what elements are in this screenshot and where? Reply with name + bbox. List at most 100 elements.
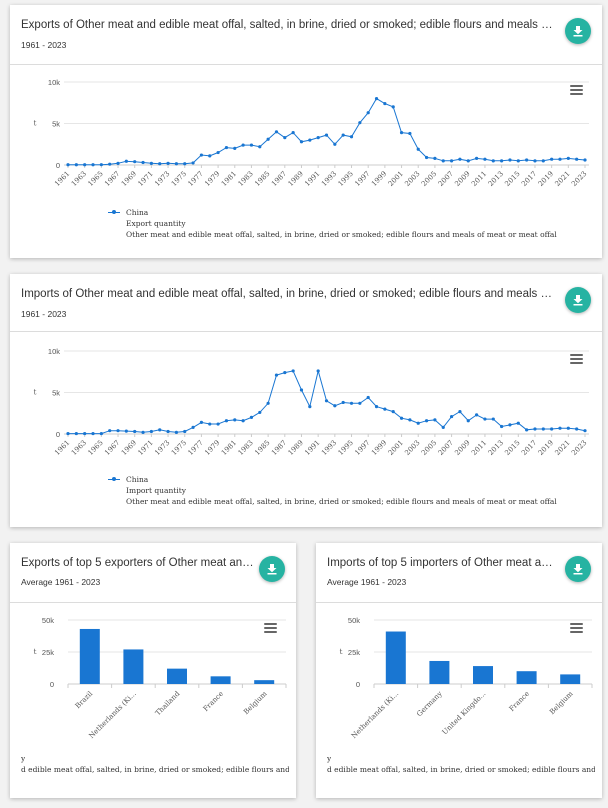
hamburger-menu-icon[interactable] — [570, 623, 583, 633]
x-tick-label: 1987 — [270, 439, 288, 457]
x-tick-label: 2003 — [403, 170, 421, 188]
x-tick-label: 1985 — [253, 170, 271, 188]
y-tick-label: 0 — [56, 161, 60, 170]
top-importers-card: Imports of top 5 importers of Other meat… — [316, 543, 602, 798]
data-point — [116, 429, 120, 433]
y-axis-label: t — [340, 648, 343, 656]
x-tick-label: 1973 — [153, 170, 171, 188]
data-point — [141, 430, 145, 434]
data-point — [66, 163, 70, 167]
data-point — [383, 407, 387, 411]
y-tick-label: 25k — [42, 648, 54, 657]
download-button[interactable] — [259, 556, 285, 582]
data-point — [233, 418, 237, 422]
y-tick-label: 50k — [348, 616, 360, 625]
data-point — [575, 427, 579, 431]
data-point — [583, 158, 587, 162]
x-tick-label: 1993 — [320, 170, 338, 188]
data-point — [533, 427, 537, 431]
y-tick-label: 25k — [348, 648, 360, 657]
x-tick-label: Belgium — [548, 690, 575, 717]
card-title: Imports of Other meat and edible meat of… — [21, 288, 556, 300]
card-title: Exports of top 5 exporters of Other meat… — [21, 557, 257, 569]
data-point — [308, 138, 312, 142]
x-tick-label: 1979 — [203, 170, 221, 188]
data-point — [91, 431, 95, 436]
data-point — [508, 158, 512, 162]
x-tick-label: 2023 — [570, 170, 588, 188]
data-point — [341, 400, 345, 405]
data-point — [191, 425, 195, 429]
data-point — [391, 409, 395, 414]
data-point — [550, 427, 554, 431]
x-tick-label: 1997 — [353, 170, 371, 188]
data-point — [358, 401, 362, 405]
download-button[interactable] — [565, 556, 591, 582]
x-tick-label: 1977 — [187, 439, 205, 457]
data-point — [308, 405, 312, 409]
hamburger-menu-icon[interactable] — [570, 354, 583, 364]
x-tick-label: 1971 — [137, 439, 155, 457]
x-tick-label: 1991 — [303, 170, 321, 188]
data-point — [491, 159, 495, 163]
data-point — [274, 373, 279, 377]
x-tick-label: 1963 — [70, 170, 88, 188]
data-point — [550, 157, 554, 161]
data-point — [74, 431, 78, 436]
legend-item: Other meat and edible meat offal, salted… — [126, 230, 557, 239]
y-axis-label: t — [34, 648, 37, 656]
data-point — [466, 159, 470, 163]
hamburger-menu-icon[interactable] — [570, 85, 583, 95]
data-point — [516, 421, 520, 425]
x-tick-label: 1997 — [353, 439, 371, 457]
x-tick-label: Belgium — [242, 690, 269, 717]
data-point — [525, 428, 529, 432]
chart-legend[interactable]: China Export quantity Other meat and edi… — [108, 207, 557, 240]
x-tick-label: 1999 — [370, 439, 388, 457]
hamburger-menu-icon[interactable] — [264, 623, 277, 633]
data-point — [291, 131, 295, 135]
x-tick-label: 2011 — [470, 439, 488, 457]
data-point — [516, 159, 520, 163]
x-tick-label: United Kingdo... — [441, 690, 488, 737]
data-point — [258, 410, 262, 415]
data-point — [83, 431, 87, 436]
data-point — [374, 405, 379, 409]
x-tick-label: France — [202, 690, 225, 713]
data-point — [283, 370, 287, 375]
data-point — [441, 159, 445, 163]
data-point — [174, 430, 179, 434]
imports-line-chart: 05k10kt196119631965196719691971197319751… — [34, 347, 589, 457]
data-point — [349, 135, 354, 139]
download-button[interactable] — [565, 287, 591, 313]
x-tick-label: 2019 — [537, 170, 555, 188]
y-tick-label: 50k — [42, 616, 54, 625]
bar — [429, 660, 450, 684]
data-point — [408, 418, 412, 422]
data-point — [266, 137, 270, 141]
x-tick-label: 1961 — [53, 439, 71, 457]
card-subtitle: Average 1961 - 2023 — [327, 577, 407, 587]
bar — [254, 680, 275, 684]
importers-bar-chart: 0 25k 50k t Netherlands (Ki... GermanyUnited … — [340, 616, 593, 740]
card-header: Exports of top 5 exporters of Other meat… — [10, 543, 296, 603]
x-tick-label: 1995 — [337, 439, 355, 457]
top-exporters-card: Exports of top 5 exporters of Other meat… — [10, 543, 296, 798]
download-button[interactable] — [565, 18, 591, 44]
chart-legend[interactable]: China Import quantity Other meat and edi… — [108, 474, 557, 507]
card-title: Exports of Other meat and edible meat of… — [21, 19, 556, 31]
y-tick-label: 0 — [50, 680, 54, 689]
data-point — [166, 429, 170, 434]
data-point — [333, 142, 337, 146]
x-tick-label: 1993 — [320, 439, 338, 457]
x-tick-label: 2023 — [570, 439, 588, 457]
data-point — [533, 159, 537, 163]
x-tick-label: 2017 — [520, 170, 538, 188]
data-point — [558, 157, 562, 161]
data-point — [158, 162, 162, 166]
data-point — [299, 388, 304, 392]
data-point — [133, 429, 137, 434]
bar — [560, 674, 581, 684]
data-point — [433, 418, 437, 422]
data-point — [274, 130, 279, 134]
